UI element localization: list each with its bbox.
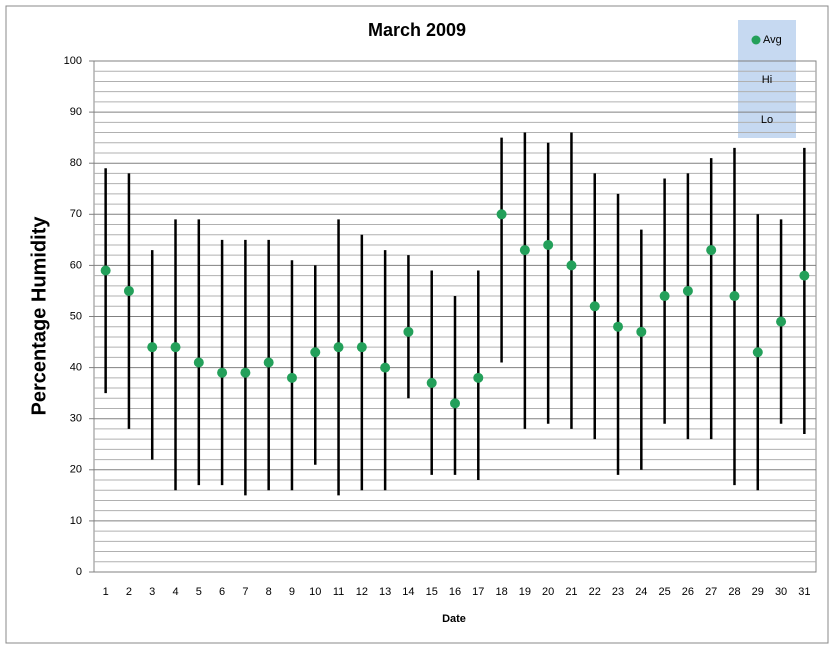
avg-marker xyxy=(752,347,763,358)
x-tick-label: 8 xyxy=(266,586,272,598)
avg-marker xyxy=(380,362,391,373)
x-tick-label: 1 xyxy=(103,586,109,598)
x-tick-label: 4 xyxy=(172,586,178,598)
y-tick-label: 10 xyxy=(70,515,82,527)
y-tick-label: 20 xyxy=(70,464,82,476)
avg-marker xyxy=(100,265,111,276)
avg-marker xyxy=(613,321,624,332)
avg-marker xyxy=(310,347,321,358)
avg-marker xyxy=(682,285,693,296)
avg-marker xyxy=(799,270,810,281)
x-axis-label: Date xyxy=(442,613,466,625)
avg-marker xyxy=(519,245,530,256)
y-tick-label: 90 xyxy=(70,106,82,118)
x-tick-label: 17 xyxy=(472,586,484,598)
avg-marker xyxy=(240,367,251,378)
chart-title: March 2009 xyxy=(368,20,466,40)
avg-marker xyxy=(450,398,460,409)
avg-marker xyxy=(566,260,577,271)
x-tick-label: 18 xyxy=(495,586,507,598)
avg-marker xyxy=(286,372,297,383)
x-tick-label: 24 xyxy=(635,586,647,598)
legend-marker xyxy=(751,35,761,45)
avg-marker xyxy=(403,326,414,337)
y-axis-label: Percentage Humidity xyxy=(28,216,50,416)
y-tick-label: 30 xyxy=(70,413,82,425)
y-tick-label: 100 xyxy=(64,55,82,67)
avg-marker xyxy=(543,239,554,250)
x-tick-label: 25 xyxy=(658,586,670,598)
x-tick-label: 16 xyxy=(449,586,461,598)
avg-marker xyxy=(356,342,367,353)
x-tick-label: 10 xyxy=(309,586,321,598)
x-tick-label: 6 xyxy=(219,586,225,598)
avg-marker xyxy=(193,357,204,368)
avg-marker xyxy=(217,367,228,378)
x-tick-label: 31 xyxy=(798,586,810,598)
legend-box xyxy=(738,20,796,138)
x-tick-label: 20 xyxy=(542,586,554,598)
y-tick-label: 80 xyxy=(70,157,82,169)
avg-marker xyxy=(636,326,647,337)
x-tick-label: 2 xyxy=(126,586,132,598)
y-tick-label: 50 xyxy=(70,310,82,322)
avg-marker xyxy=(333,342,344,353)
avg-marker xyxy=(123,285,134,296)
x-tick-label: 9 xyxy=(289,586,295,598)
avg-marker xyxy=(776,316,787,327)
x-tick-label: 15 xyxy=(426,586,438,598)
x-tick-label: 14 xyxy=(402,586,414,598)
x-tick-label: 13 xyxy=(379,586,391,598)
avg-marker xyxy=(729,291,740,302)
x-tick-label: 26 xyxy=(682,586,694,598)
y-tick-label: 40 xyxy=(70,362,82,374)
avg-marker xyxy=(426,377,437,388)
legend-label: Avg xyxy=(763,34,782,46)
x-tick-label: 7 xyxy=(242,586,248,598)
x-tick-label: 5 xyxy=(196,586,202,598)
avg-marker xyxy=(263,357,274,368)
y-tick-label: 70 xyxy=(70,208,82,220)
x-tick-label: 23 xyxy=(612,586,624,598)
x-tick-label: 30 xyxy=(775,586,787,598)
avg-marker xyxy=(473,372,484,383)
avg-marker xyxy=(706,245,717,256)
x-tick-label: 22 xyxy=(589,586,601,598)
y-tick-label: 60 xyxy=(70,259,82,271)
y-tick-label: 0 xyxy=(76,566,82,578)
avg-marker xyxy=(589,301,600,312)
x-tick-label: 28 xyxy=(728,586,740,598)
legend-label: Lo xyxy=(761,114,773,126)
avg-marker xyxy=(170,342,181,353)
x-tick-label: 12 xyxy=(356,586,368,598)
x-tick-label: 3 xyxy=(149,586,155,598)
avg-marker xyxy=(659,291,670,302)
x-tick-label: 29 xyxy=(752,586,764,598)
avg-marker xyxy=(147,342,158,353)
avg-marker xyxy=(496,209,507,220)
x-tick-label: 21 xyxy=(565,586,577,598)
x-tick-label: 19 xyxy=(519,586,531,598)
legend-label: Hi xyxy=(762,74,772,86)
x-tick-label: 11 xyxy=(333,586,344,598)
x-tick-label: 27 xyxy=(705,586,717,598)
